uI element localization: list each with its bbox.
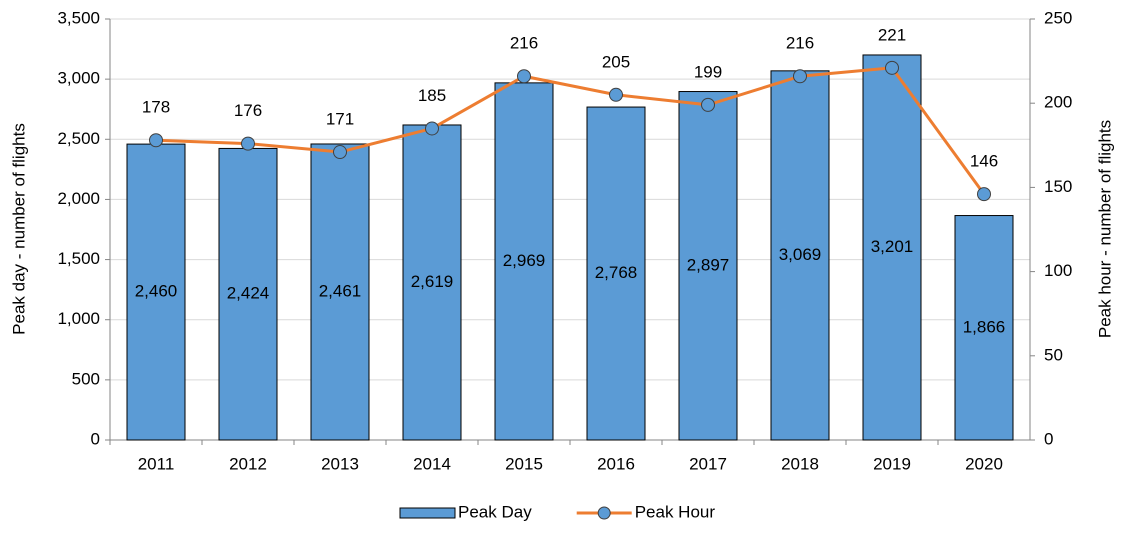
x-tick-label: 2019 [873, 454, 911, 473]
bar [218, 147, 278, 441]
line-value-label: 146 [970, 152, 998, 171]
bar-value-label: 2,768 [595, 263, 638, 282]
y2-tick-label: 250 [1044, 8, 1072, 27]
x-tick-label: 2014 [413, 454, 451, 473]
y-tick-label: 2,500 [57, 129, 100, 148]
x-tick-label: 2012 [229, 454, 267, 473]
legend-label: Peak Day [458, 502, 532, 521]
y-tick-label: 3,500 [57, 8, 100, 27]
x-tick-label: 2013 [321, 454, 359, 473]
bar-value-label: 2,619 [411, 272, 454, 291]
y-tick-label: 0 [91, 429, 100, 448]
line-marker [977, 187, 991, 202]
y-tick-label: 3,000 [57, 69, 100, 88]
x-tick-label: 2018 [781, 454, 819, 473]
line-value-label: 216 [510, 34, 538, 53]
bar [586, 106, 646, 441]
line-marker [241, 136, 255, 151]
bar-value-label: 3,201 [871, 237, 914, 256]
bar-value-label: 2,461 [319, 281, 362, 300]
line-marker [793, 69, 807, 84]
y2-tick-label: 200 [1044, 93, 1072, 112]
x-tick-label: 2015 [505, 454, 543, 473]
bar [862, 54, 922, 441]
line-marker [149, 133, 163, 148]
y2-axis-title: Peak hour - number of flights [1095, 120, 1114, 338]
line-marker [333, 145, 347, 160]
legend-label: Peak Hour [635, 502, 716, 521]
line-marker [517, 69, 531, 84]
bar [310, 143, 370, 441]
y-tick-label: 500 [72, 369, 100, 388]
x-tick-label: 2020 [965, 454, 1003, 473]
bar-value-label: 2,460 [135, 282, 178, 301]
line-value-label: 185 [418, 86, 446, 105]
line-value-label: 171 [326, 110, 354, 129]
bar [954, 215, 1014, 441]
y-tick-label: 1,000 [57, 309, 100, 328]
legend-swatch [399, 507, 456, 519]
y2-tick-label: 50 [1044, 345, 1063, 364]
line-value-label: 176 [234, 101, 262, 120]
x-tick-label: 2017 [689, 454, 727, 473]
bar-value-label: 2,424 [227, 284, 270, 303]
bar-value-label: 3,069 [779, 245, 822, 264]
line-value-label: 221 [878, 25, 906, 44]
x-tick-label: 2011 [138, 454, 175, 473]
legend-marker [597, 506, 611, 520]
bar [402, 124, 462, 441]
line [155, 66, 986, 196]
bar [678, 91, 738, 441]
line-marker [425, 121, 439, 136]
bar [770, 70, 830, 441]
y-tick-label: 2,000 [57, 189, 100, 208]
y2-tick-label: 100 [1044, 261, 1072, 280]
bar-value-label: 2,897 [687, 255, 730, 274]
line-value-label: 205 [602, 52, 630, 71]
line-marker [609, 87, 623, 102]
y-tick-label: 1,500 [57, 249, 100, 268]
line-value-label: 216 [786, 34, 814, 53]
y-axis-title: Peak day - number of flights [9, 123, 28, 335]
bar-value-label: 2,969 [503, 251, 546, 270]
x-tick-label: 2016 [597, 454, 635, 473]
line-marker [701, 97, 715, 112]
line-value-label: 199 [694, 62, 722, 81]
y2-tick-label: 0 [1044, 429, 1053, 448]
bar-value-label: 1,866 [963, 317, 1006, 336]
y2-tick-label: 150 [1044, 177, 1072, 196]
line-value-label: 178 [142, 98, 170, 117]
line-marker [885, 60, 899, 75]
